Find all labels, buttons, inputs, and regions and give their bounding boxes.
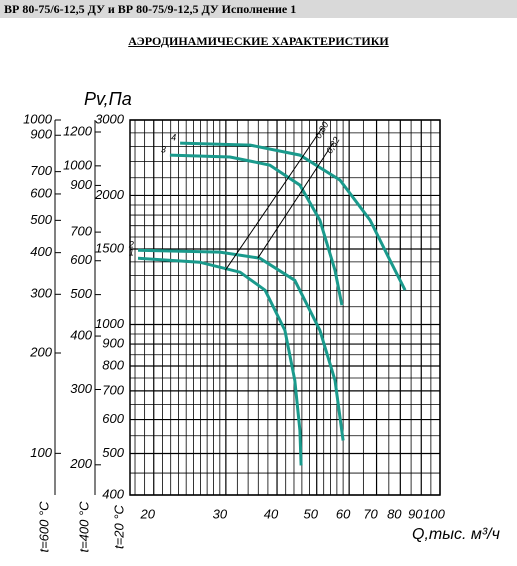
y-tick-label: 700	[102, 382, 124, 397]
efficiency-line	[224, 127, 323, 271]
x-tick-label: 50	[303, 506, 318, 521]
x-tick-label: 80	[387, 506, 402, 521]
secondary-tick-label: 400	[30, 244, 52, 259]
y-tick-label: 2000	[94, 187, 125, 202]
secondary-tick-label: 400	[70, 327, 92, 342]
x-tick-label: 90	[408, 506, 423, 521]
secondary-tick-label: 700	[30, 163, 52, 178]
secondary-tick-label: 900	[30, 127, 52, 142]
curve	[137, 256, 303, 466]
y-axis-label: Pv,Па	[84, 89, 132, 109]
secondary-tick-label: 1200	[63, 123, 93, 138]
x-axis-label: Q,тыс. м³/ч	[412, 526, 500, 543]
secondary-tick-label: 300	[70, 381, 92, 396]
efficiency-label: 0,82	[324, 135, 341, 155]
secondary-tick-label: 1000	[23, 111, 53, 126]
x-tick-label: 40	[264, 506, 279, 521]
secondary-tick-label: 600	[30, 185, 52, 200]
secondary-tick-label: 500	[70, 286, 92, 301]
y-tick-label: 1500	[95, 240, 125, 255]
temperature-label: t=20 °C	[111, 504, 126, 548]
efficiency-label: 0,80	[313, 120, 330, 140]
y-tick-label: 900	[102, 336, 124, 351]
y-tick-label: 1000	[95, 316, 125, 331]
x-tick-label: 20	[140, 506, 156, 521]
y-tick-label: 600	[102, 411, 124, 426]
y-tick-label: 800	[102, 357, 124, 372]
y-tick-label: 500	[102, 445, 124, 460]
x-tick-label: 60	[336, 506, 351, 521]
secondary-tick-label: 200	[69, 456, 92, 471]
secondary-tick-label: 200	[29, 344, 52, 359]
curve	[180, 141, 407, 291]
efficiency-line	[257, 142, 334, 259]
x-tick-label: 30	[213, 506, 228, 521]
temperature-label: t=400 °C	[76, 501, 91, 553]
temperature-label: t=600 °C	[36, 501, 51, 553]
curve-label: 1	[129, 248, 134, 258]
curve	[137, 248, 345, 441]
secondary-tick-label: 100	[30, 445, 52, 460]
secondary-tick-label: 700	[70, 224, 92, 239]
y-tick-label: 3000	[95, 111, 125, 126]
curve-label: 4	[171, 132, 176, 142]
secondary-tick-label: 900	[70, 177, 92, 192]
secondary-tick-label: 300	[30, 286, 52, 301]
x-tick-label: 70	[363, 506, 378, 521]
curve-label: 3	[161, 144, 166, 154]
chart-title: АЭРОДИНАМИЧЕСКИЕ ХАРАКТЕРИСТИКИ	[128, 34, 389, 48]
secondary-tick-label: 600	[70, 252, 92, 267]
secondary-tick-label: 1000	[63, 157, 93, 172]
secondary-tick-label: 500	[30, 212, 52, 227]
header: ВР 80-75/6-12,5 ДУ и ВР 80-75/9-12,5 ДУ …	[0, 0, 517, 18]
x-tick-label: 100	[423, 506, 445, 521]
curve	[169, 153, 344, 306]
curve-label: 2	[128, 240, 134, 250]
plot-frame	[129, 119, 441, 496]
y-tick-label: 400	[102, 486, 124, 501]
